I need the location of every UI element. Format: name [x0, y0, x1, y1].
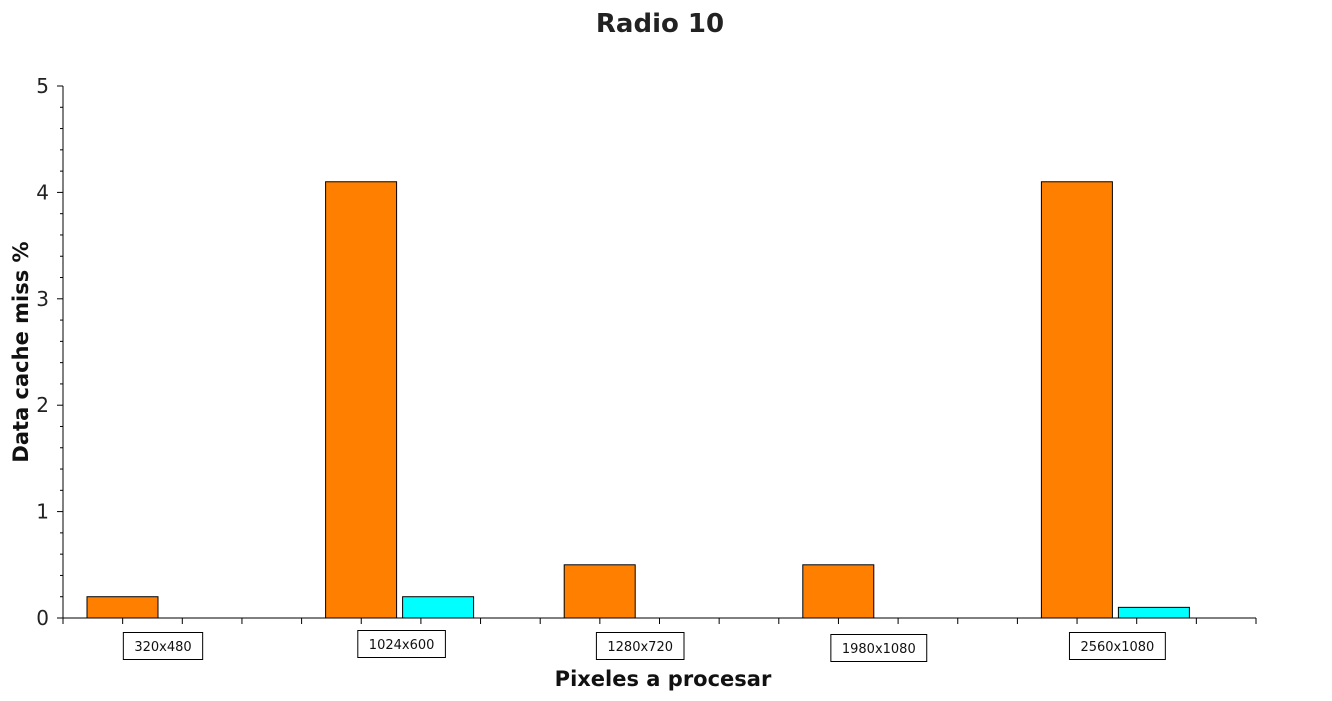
x-tick-label: 1980x1080: [842, 642, 916, 657]
x-tick-label: 1280x720: [607, 640, 673, 655]
x-tick-label-frame: [1068, 632, 1166, 660]
bar: [563, 564, 636, 619]
x-tick-label-frame: [357, 630, 446, 658]
bar: [1040, 181, 1113, 619]
bars: [86, 181, 1190, 619]
y-tick-label: 3: [36, 287, 49, 311]
x-tick-label: 320x480: [134, 640, 191, 655]
bar: [802, 564, 875, 619]
bar: [325, 181, 398, 619]
y-tick-label: 0: [36, 606, 49, 630]
x-tick-label-frame: [830, 634, 928, 662]
y-tick-label: 1: [36, 500, 49, 524]
y-tick-label: 5: [36, 74, 49, 98]
x-tick-label-frame: [122, 632, 204, 660]
x-tick-label-box: 320x480: [122, 632, 204, 660]
y-axis-label: Data cache miss %: [9, 241, 33, 462]
y-tick-label: 2: [36, 393, 49, 417]
x-axis-label: Pixeles a procesar: [555, 667, 772, 691]
bar: [1117, 606, 1190, 619]
x-tick-label-box: 1280x720: [595, 632, 685, 660]
bar: [86, 596, 159, 619]
bar: [402, 596, 475, 619]
x-tick-label-box: 1024x600: [357, 630, 446, 658]
y-tick-label: 4: [36, 180, 49, 204]
chart-title: Radio 10: [596, 9, 724, 39]
x-tick-labels: 320x480 1024x600 1280x720 1980x1080 2560x108…: [122, 630, 1166, 662]
x-tick-label: 1024x600: [369, 638, 435, 653]
x-tick-label-box: 1980x1080: [830, 634, 928, 662]
x-tick-label-frame: [595, 632, 685, 660]
x-tick-label: 2560x1080: [1080, 640, 1154, 655]
x-tick-label-box: 2560x1080: [1068, 632, 1166, 660]
